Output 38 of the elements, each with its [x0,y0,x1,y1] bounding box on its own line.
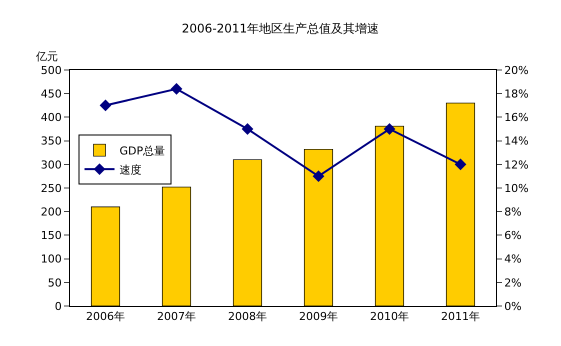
x-tick-label: 2008年 [228,310,267,324]
y-axis-title: 亿元 [35,50,58,63]
y2-tick-label: 18% [504,87,529,100]
y2-tick-label: 10% [504,182,529,195]
legend-label: 速度 [120,163,142,176]
legend-label: GDP总量 [120,144,166,158]
y-tick-label: 100 [40,252,62,266]
y2-tick-label: 14% [504,134,529,148]
y-tick-label: 200 [40,205,62,218]
y2-tick-label: 16% [504,111,529,124]
y-tick-label: 50 [48,276,62,290]
y-tick-label: 150 [40,229,62,242]
y-tick-label: 250 [40,182,62,195]
point [242,123,254,135]
y2-tick-label: 0% [504,300,522,313]
x-tick-label: 2007年 [157,310,196,324]
y-tick-label: 300 [40,158,62,172]
y2-tick-label: 12% [504,158,529,172]
y-tick-label: 400 [40,111,62,124]
x-tick-label: 2009年 [299,310,338,324]
y2-tick-label: 6% [504,229,522,242]
y2-tick-label: 4% [504,252,522,266]
x-tick-label: 2010年 [370,310,409,324]
y-tick-label: 350 [40,134,62,148]
point [454,158,466,170]
x-tick-label: 2011年 [441,310,480,324]
chart-title: 2006-2011年地区生产总值及其增速 [182,22,380,36]
y2-tick-label: 2% [504,276,522,290]
y-tick-label: 0 [54,300,62,313]
point [312,170,324,182]
y-tick-label: 450 [40,87,62,100]
y2-tick-label: 20% [504,64,529,77]
point [100,100,112,112]
point [384,123,396,135]
y2-tick-label: 8% [504,205,522,218]
x-tick-label: 2006年 [86,310,125,324]
point [170,83,182,95]
y-tick-label: 500 [40,64,62,77]
